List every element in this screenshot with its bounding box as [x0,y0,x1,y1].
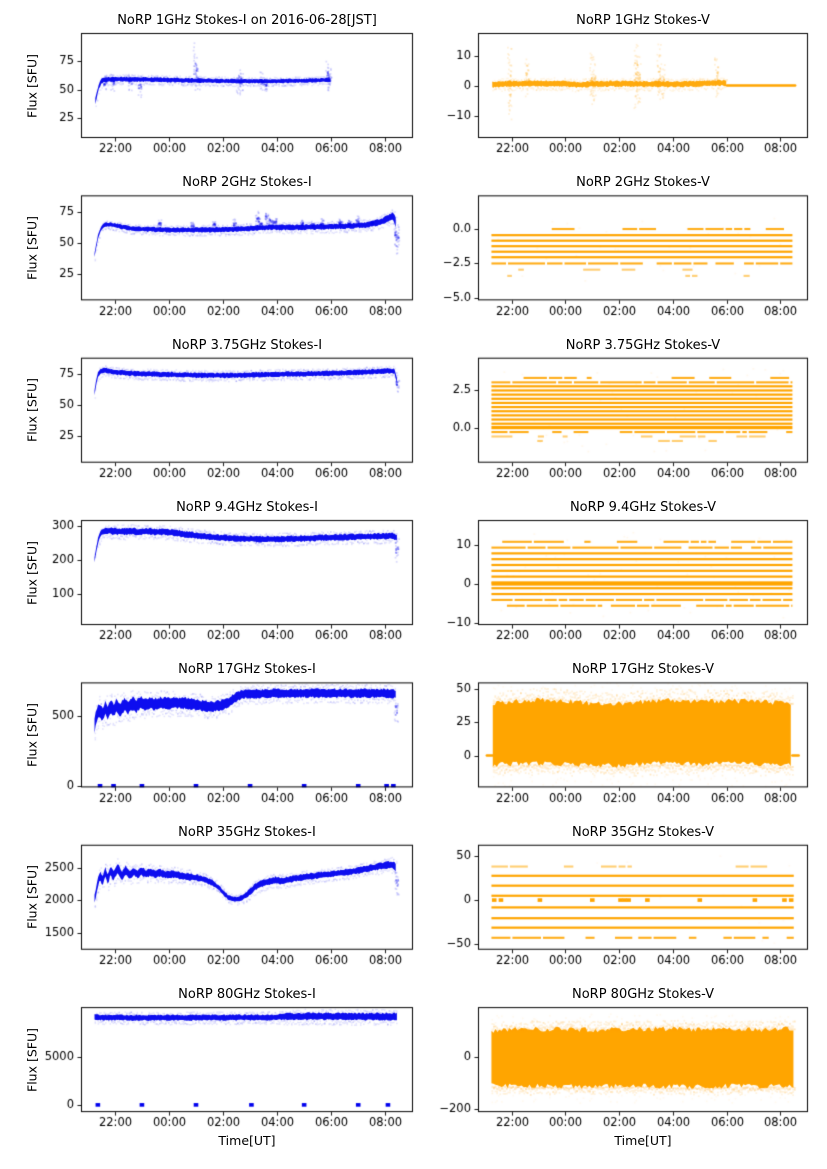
subplot-title-norp-2ghz-stokes-v: NoRP 2GHz Stokes-V [576,175,710,191]
subplot-title-norp-1ghz-stokes-v: NoRP 1GHz Stokes-V [576,13,710,28]
subplot-title-norp-80ghz-stokes-i: NoRP 80GHz Stokes-I [178,987,316,1003]
subplot-title-norp-9.4ghz-stokes-v: NoRP 9.4GHz Stokes-V [569,500,717,516]
y-axis-label-norp-35ghz-stokes-i: Flux [SFU] [24,865,39,930]
subplot-title-norp-35ghz-stokes-i: NoRP 35GHz Stokes-I [178,824,316,840]
y-axis-label-norp-80ghz-stokes-i: Flux [SFU] [24,1027,39,1092]
x-axis-label-norp-80ghz-stokes-i: Time[UT] [218,1133,276,1149]
subplot-title-norp-17ghz-stokes-v: NoRP 17GHz Stokes-V [572,662,714,678]
y-axis-label-norp-9.4ghz-stokes-i: Flux [SFU] [24,540,39,605]
y-axis-label-norp-17ghz-stokes-i: Flux [SFU] [24,702,39,767]
y-axis-label-norp-2ghz-stokes-i: Flux [SFU] [24,215,39,280]
subplot-title-norp-35ghz-stokes-v: NoRP 35GHz Stokes-V [572,824,714,840]
subplot-title-norp-1ghz-stokes-i: NoRP 1GHz Stokes-I on 2016-06-28[JST] [117,13,377,28]
subplot-title-norp-9.4ghz-stokes-i: NoRP 9.4GHz Stokes-I [176,500,318,516]
x-axis-label-norp-80ghz-stokes-v: Time[UT] [614,1133,672,1149]
subplot-title-norp-17ghz-stokes-i: NoRP 17GHz Stokes-I [178,662,316,678]
subplot-title-norp-3.75ghz-stokes-v: NoRP 3.75GHz Stokes-V [565,337,721,353]
y-axis-label-norp-3.75ghz-stokes-i: Flux [SFU] [24,378,39,443]
subplot-title-norp-3.75ghz-stokes-i: NoRP 3.75GHz Stokes-I [171,337,323,353]
subplot-title-norp-2ghz-stokes-i: NoRP 2GHz Stokes-I [182,175,312,191]
subplot-title-norp-80ghz-stokes-v: NoRP 80GHz Stokes-V [572,987,714,1003]
y-axis-label-norp-1ghz-stokes-i: Flux [SFU] [24,53,39,118]
